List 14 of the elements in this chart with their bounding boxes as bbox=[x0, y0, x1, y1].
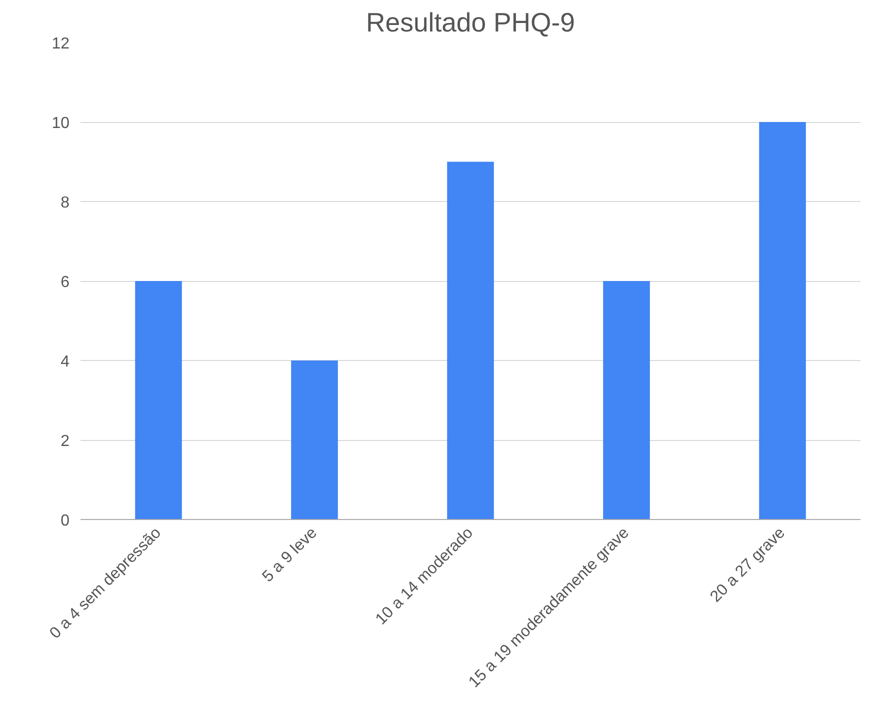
y-tick-label: 2 bbox=[60, 433, 70, 450]
y-tick-label: 6 bbox=[60, 274, 70, 291]
bar bbox=[291, 360, 338, 520]
y-tick-label: 8 bbox=[60, 194, 70, 212]
y-tick-label: 10 bbox=[52, 115, 70, 132]
y-tick-label: 12 bbox=[52, 36, 70, 52]
chart-title: Resultado PHQ-9 bbox=[366, 8, 575, 38]
bar bbox=[135, 281, 182, 520]
x-tick-label: 5 a 9 leve bbox=[259, 524, 321, 586]
bar bbox=[447, 162, 494, 520]
bar bbox=[759, 122, 806, 520]
y-tick-label: 0 bbox=[60, 512, 70, 530]
bar bbox=[603, 281, 650, 520]
y-tick-label: 4 bbox=[60, 354, 70, 370]
